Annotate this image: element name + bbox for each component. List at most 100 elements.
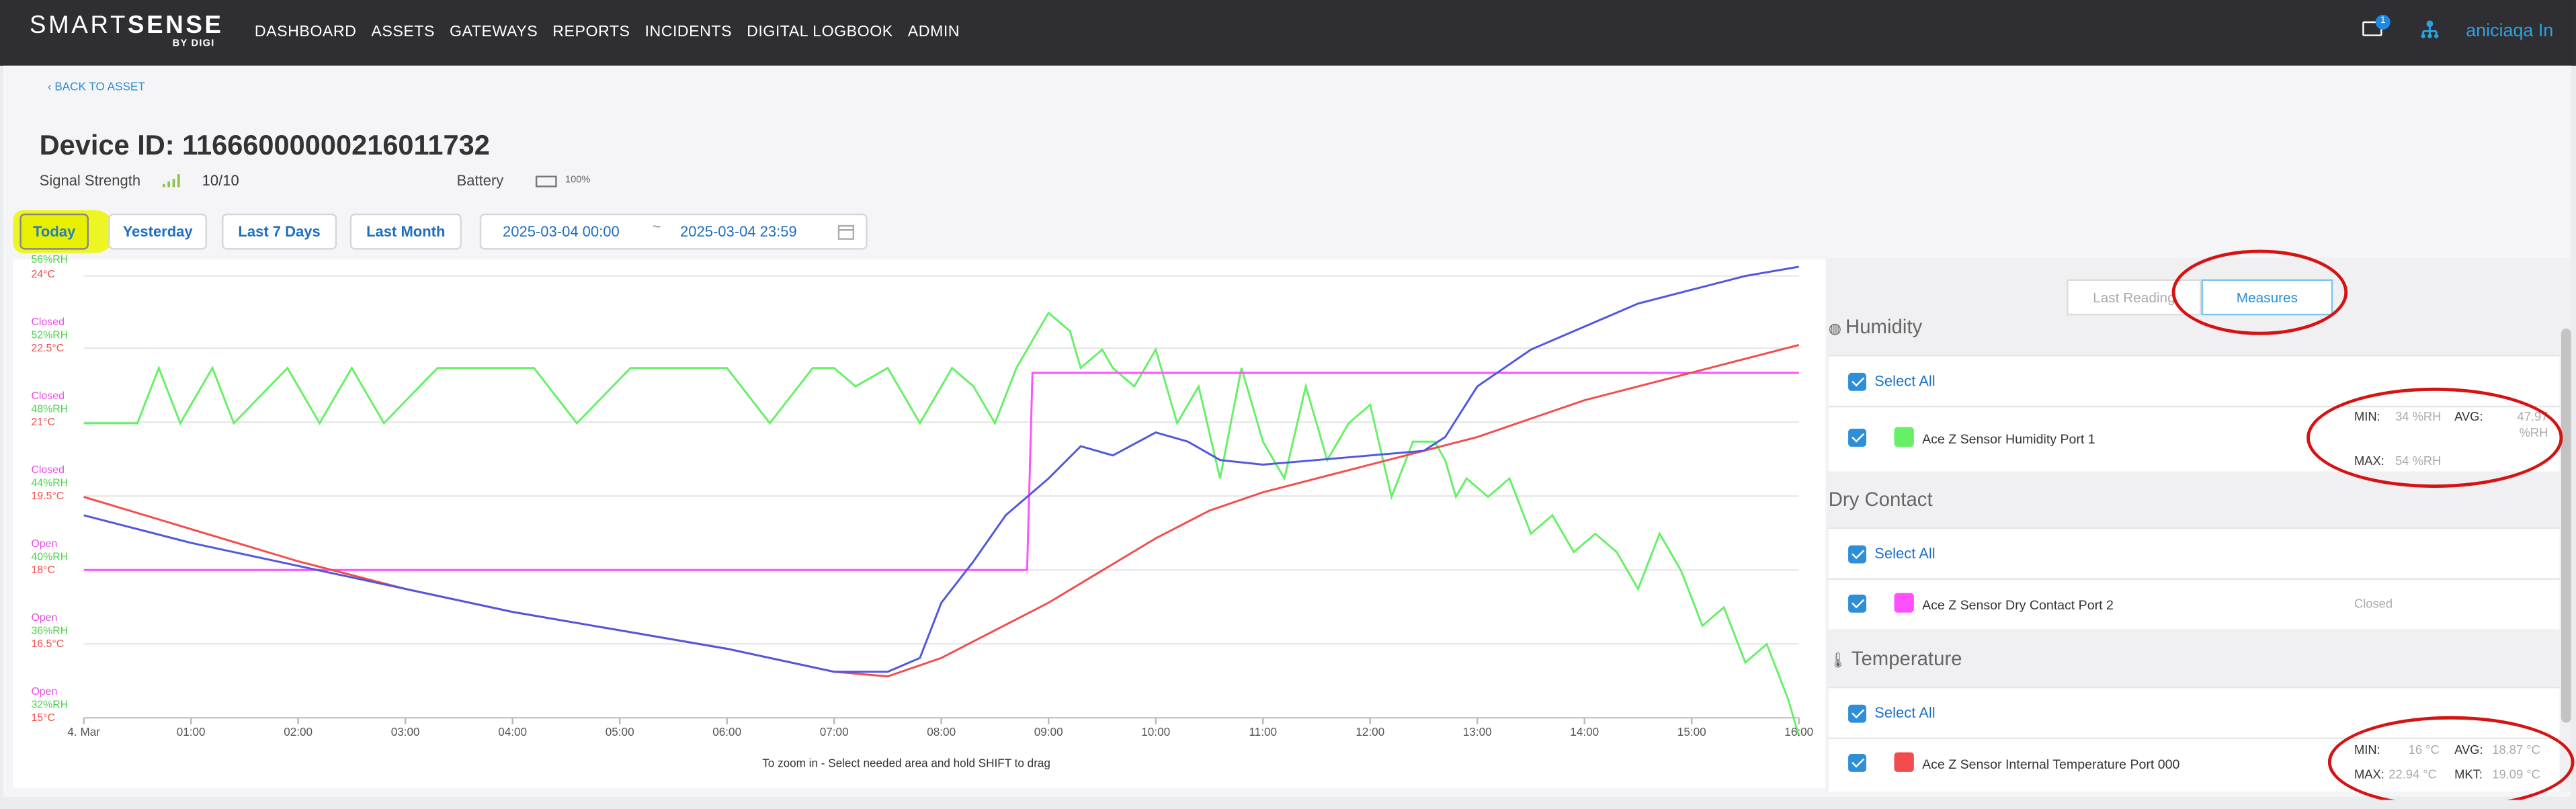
y-label-humidity: 36%RH: [31, 626, 69, 638]
last-7-days-button[interactable]: Last 7 Days: [222, 213, 337, 250]
y-label-temperature: 21°C: [31, 417, 55, 429]
back-to-asset-link[interactable]: ‹ BACK TO ASSET: [48, 82, 145, 93]
nav-gateways[interactable]: GATEWAYS: [449, 23, 538, 42]
last-month-button[interactable]: Last Month: [349, 213, 462, 250]
x-tick-label: 09:00: [1034, 727, 1063, 740]
dry-contact-section-title: Dry Contact: [1828, 488, 1933, 511]
battery-value: 100%: [565, 175, 591, 186]
contact-state: Closed: [2354, 596, 2393, 611]
x-tick-label: 11:00: [1249, 727, 1277, 740]
signal-label: Signal Strength: [39, 172, 141, 189]
nav-reports[interactable]: REPORTS: [552, 23, 630, 42]
humidity-item-name: Ace Z Sensor Humidity Port 1: [1922, 431, 2095, 447]
start-date[interactable]: 2025-03-04 00:00: [503, 223, 620, 240]
temperature-select-all-label[interactable]: Select All: [1874, 704, 1936, 722]
humidity-select-all-checkbox[interactable]: [1848, 372, 1866, 391]
temperature-item-checkbox[interactable]: [1848, 754, 1866, 772]
contact-color-swatch: [1894, 593, 1914, 613]
x-tick-label: 03:00: [390, 727, 420, 740]
logo[interactable]: SMARTSENSE: [30, 11, 224, 40]
contact-select-all-label[interactable]: Select All: [1874, 545, 1936, 562]
zoom-hint: To zoom in - Select needed area and hold…: [762, 759, 1050, 771]
x-tick-label: 07:00: [819, 727, 849, 740]
nav-assets[interactable]: ASSETS: [371, 23, 435, 42]
annotation-circle-temperature-stats: [2327, 716, 2575, 800]
y-label-contact: Closed: [31, 464, 65, 476]
humidity-color-swatch: [1894, 427, 1914, 447]
x-tick-label: 06:00: [712, 727, 742, 740]
mail-badge: 1: [2375, 15, 2391, 30]
y-label-temperature: 15°C: [31, 712, 55, 725]
signal-bars-icon: [163, 174, 180, 187]
y-label-contact: Open: [31, 538, 58, 550]
temperature-item-name: Ace Z Sensor Internal Temperature Port 0…: [1922, 757, 2180, 772]
x-tick-label: 4. Mar: [67, 727, 100, 740]
x-tick-label: 15:00: [1677, 727, 1706, 740]
battery-icon: [535, 175, 557, 187]
series-line-3[interactable]: [83, 265, 1799, 673]
y-label-contact: Closed: [31, 316, 65, 329]
end-date[interactable]: 2025-03-04 23:59: [680, 223, 797, 240]
contact-item-checkbox[interactable]: [1848, 594, 1866, 613]
y-label-temp-top: 24°C: [31, 269, 55, 282]
x-tick-label: 05:00: [605, 727, 634, 740]
y-label-humidity: 32%RH: [31, 699, 69, 712]
nav-digital-logbook[interactable]: DIGITAL LOGBOOK: [747, 23, 893, 42]
y-label-humidity: 44%RH: [31, 478, 69, 490]
signal-value: 10/10: [202, 172, 239, 189]
annotation-circle-humidity-stats: [2307, 387, 2563, 488]
humidity-select-all-label[interactable]: Select All: [1874, 372, 1936, 390]
y-label-humidity: 40%RH: [31, 552, 69, 564]
yesterday-button[interactable]: Yesterday: [108, 213, 208, 250]
panel-scrollbar[interactable]: [2561, 328, 2571, 723]
annotation-circle-measures: [2171, 249, 2348, 335]
series-line-0[interactable]: [83, 311, 1800, 737]
x-tick-label: 04:00: [498, 727, 528, 740]
x-tick-label: 01:00: [176, 727, 206, 740]
chevron-left-icon: ‹: [47, 82, 55, 94]
x-tick-label: 10:00: [1141, 727, 1171, 740]
x-tick-label: 12:00: [1356, 727, 1385, 740]
user-menu[interactable]: aniciaqa In: [2466, 21, 2554, 42]
y-label-humidity: 52%RH: [31, 330, 69, 342]
humidity-item-checkbox[interactable]: [1848, 429, 1866, 447]
temperature-select-all-checkbox[interactable]: [1848, 704, 1866, 723]
contact-select-all-checkbox[interactable]: [1848, 545, 1866, 564]
thermometer-icon: 🌡: [1828, 652, 1852, 669]
x-tick-label: 13:00: [1462, 727, 1492, 740]
sensor-chart[interactable]: [0, 0, 1827, 800]
y-label-temperature: 16.5°C: [31, 638, 65, 651]
drop-icon: ◍: [1828, 320, 1846, 337]
x-tick-label: 08:00: [927, 727, 956, 740]
range-separator: ~: [652, 218, 661, 235]
today-button[interactable]: Today: [19, 213, 89, 250]
x-tick-label: 16:00: [1784, 727, 1814, 740]
series-line-2[interactable]: [83, 344, 1800, 678]
contact-select-all-row: [1828, 527, 2560, 579]
nav-dashboard[interactable]: DASHBOARD: [254, 23, 357, 42]
humidity-section-title: ◍ Humidity: [1828, 315, 1923, 339]
x-tick-label: 02:00: [284, 727, 313, 740]
y-label-contact: Open: [31, 612, 58, 624]
y-label-temperature: 22.5°C: [31, 343, 65, 355]
y-label-contact: Open: [31, 686, 58, 698]
y-label-humidity-top: 56%RH: [31, 254, 69, 267]
main-menu: DASHBOARD ASSETS GATEWAYS REPORTS INCIDE…: [255, 23, 960, 41]
temperature-color-swatch: [1894, 752, 1914, 772]
contact-item-row: [1828, 578, 2560, 630]
x-tick-label: 14:00: [1570, 727, 1599, 740]
nav-admin[interactable]: ADMIN: [907, 23, 960, 42]
temperature-section-title: 🌡 Temperature: [1828, 647, 1962, 671]
calendar-icon[interactable]: [837, 223, 855, 240]
date-range-picker[interactable]: 2025-03-04 00:00 ~ 2025-03-04 23:59: [479, 213, 868, 250]
back-label: BACK TO ASSET: [54, 82, 145, 94]
y-label-humidity: 48%RH: [31, 404, 69, 416]
contact-item-name: Ace Z Sensor Dry Contact Port 2: [1922, 597, 2114, 613]
logo-subtitle: BY DIGI: [172, 39, 215, 50]
org-structure-icon[interactable]: [2420, 19, 2440, 39]
nav-incidents[interactable]: INCIDENTS: [645, 23, 733, 42]
top-navbar: SMARTSENSE BY DIGI DASHBOARD ASSETS GATE…: [0, 0, 2576, 66]
page-title: Device ID: 11666000000216011732: [39, 130, 490, 161]
series-line-1[interactable]: [83, 372, 1799, 571]
